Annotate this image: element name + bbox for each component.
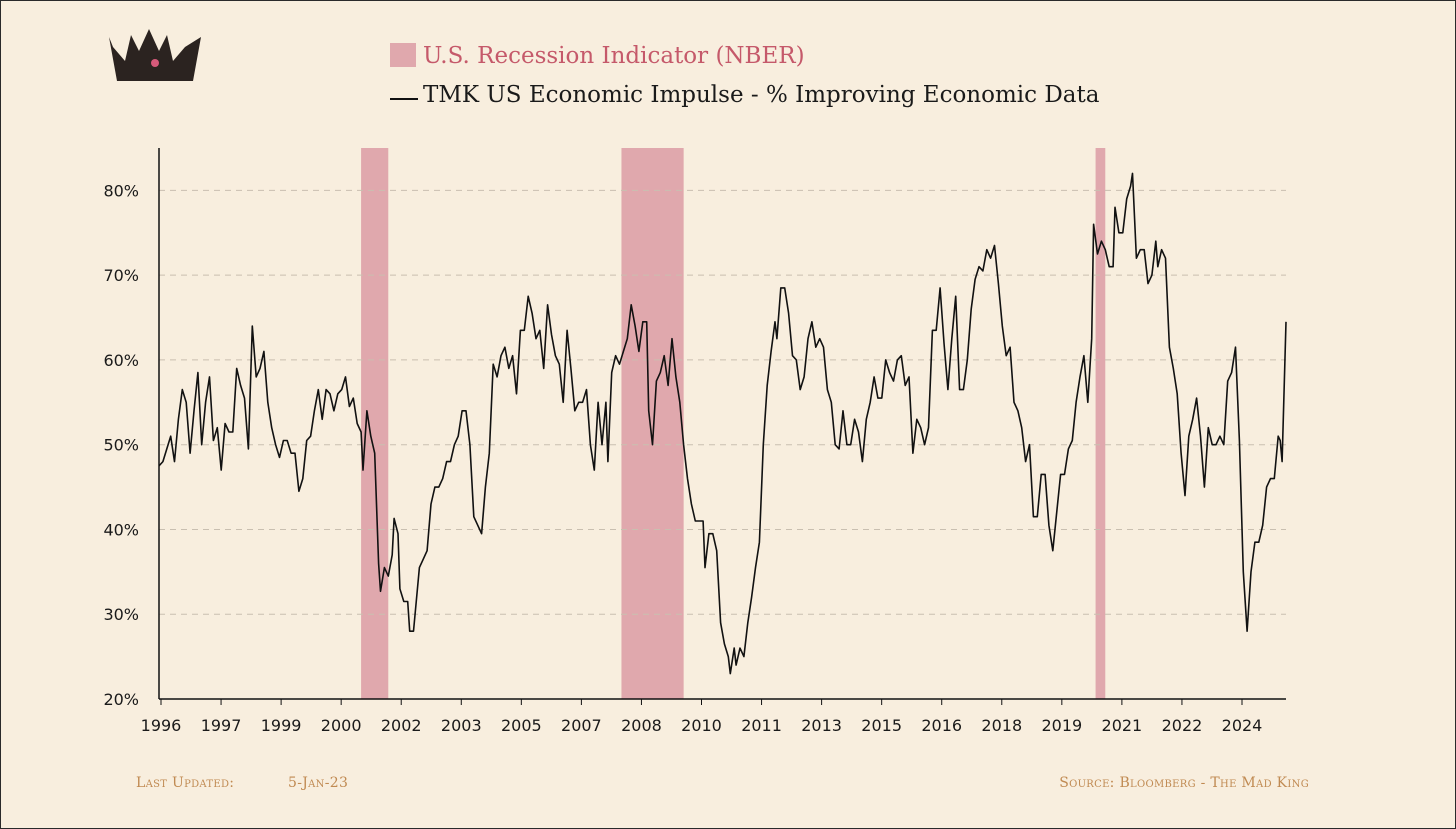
y-tick-label: 70% — [103, 266, 139, 285]
crown-icon — [109, 29, 201, 81]
legend-series-label: TMK US Economic Impulse - % Improving Ec… — [423, 82, 1100, 108]
series-line — [158, 172, 1287, 675]
y-tick-label: 40% — [103, 520, 139, 539]
recession-bar — [1095, 148, 1106, 699]
recession-bar — [621, 148, 684, 699]
x-tick-label: 1999 — [261, 716, 302, 735]
x-tick-label: 2008 — [621, 716, 662, 735]
source-text: Source: Bloomberg - The Mad King — [1059, 775, 1309, 791]
y-tick-label: 30% — [103, 605, 139, 624]
y-tick-label: 80% — [103, 181, 139, 200]
legend-recession-label: U.S. Recession Indicator (NBER) — [423, 43, 805, 69]
x-tick-label: 2002 — [381, 716, 422, 735]
last-updated-label: Last Updated: — [136, 775, 234, 791]
x-tick-label: 2021 — [1102, 716, 1143, 735]
x-tick-label: 1997 — [201, 716, 242, 735]
y-tick-label: 60% — [103, 351, 139, 370]
x-tick-label: 2016 — [921, 716, 962, 735]
legend-recession-swatch — [390, 43, 416, 67]
x-tick-label: 2015 — [861, 716, 902, 735]
x-tick-label: 2022 — [1162, 716, 1203, 735]
last-updated-value: 5-Jan-23 — [288, 775, 348, 791]
x-tick-label: 2000 — [321, 716, 362, 735]
legend: U.S. Recession Indicator (NBER) TMK US E… — [390, 43, 1100, 108]
y-tick-label: 50% — [103, 436, 139, 455]
x-tick-label: 1996 — [141, 716, 182, 735]
x-tick-label: 2003 — [441, 716, 482, 735]
x-tick-label: 2011 — [741, 716, 782, 735]
x-tick-label: 2024 — [1222, 716, 1263, 735]
x-tick-label: 2005 — [501, 716, 542, 735]
y-tick-label: 20% — [103, 690, 139, 709]
x-tick-label: 2018 — [981, 716, 1022, 735]
x-tick-label: 2013 — [801, 716, 842, 735]
x-tick-label: 2019 — [1041, 716, 1082, 735]
x-tick-label: 2007 — [561, 716, 602, 735]
recession-bar — [361, 148, 389, 699]
x-tick-label: 2010 — [681, 716, 722, 735]
plot-area: 20% 30% 40% 50% 60% 70% 80% 1996 1997 1999 2000 200… — [103, 148, 1287, 735]
